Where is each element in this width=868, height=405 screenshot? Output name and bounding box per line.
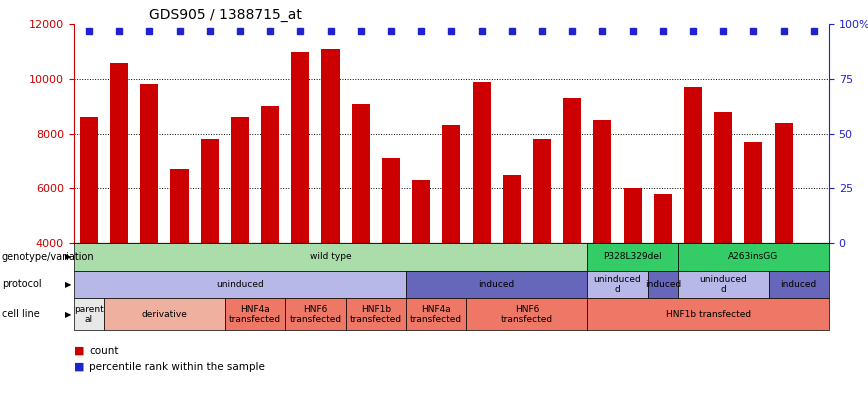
Bar <box>678 243 829 271</box>
Text: derivative: derivative <box>141 310 187 319</box>
Bar <box>321 49 339 352</box>
Bar <box>345 298 406 330</box>
Text: induced: induced <box>478 280 515 289</box>
Bar <box>261 106 279 352</box>
Bar <box>563 98 582 352</box>
Bar <box>201 139 219 352</box>
Text: GDS905 / 1388715_at: GDS905 / 1388715_at <box>149 8 302 22</box>
Bar <box>745 142 762 352</box>
Text: induced: induced <box>780 280 817 289</box>
Text: uninduced
d: uninduced d <box>700 275 747 294</box>
Bar <box>714 112 733 352</box>
Bar <box>503 175 521 352</box>
Bar <box>648 271 678 298</box>
Bar <box>382 158 400 352</box>
Bar <box>406 298 466 330</box>
Bar <box>104 298 225 330</box>
Text: induced: induced <box>645 280 681 289</box>
Text: A263insGG: A263insGG <box>728 252 779 261</box>
Bar <box>588 243 678 271</box>
Text: genotype/variation: genotype/variation <box>2 252 95 262</box>
Text: cell line: cell line <box>2 309 39 319</box>
Text: ▶: ▶ <box>65 252 71 261</box>
Bar <box>588 298 829 330</box>
Text: HNF1b transfected: HNF1b transfected <box>666 310 751 319</box>
Bar <box>74 271 406 298</box>
Text: ■: ■ <box>74 346 84 356</box>
Bar <box>654 194 672 352</box>
Bar <box>74 298 104 330</box>
Text: percentile rank within the sample: percentile rank within the sample <box>89 362 266 372</box>
Bar <box>768 271 829 298</box>
Bar <box>110 62 128 352</box>
Bar <box>80 117 98 352</box>
Bar <box>684 87 702 352</box>
Text: HNF1b
transfected: HNF1b transfected <box>350 305 402 324</box>
Bar <box>466 298 588 330</box>
Text: count: count <box>89 346 119 356</box>
Bar <box>406 271 588 298</box>
Bar <box>170 169 188 352</box>
Text: parent
al: parent al <box>74 305 104 324</box>
Bar <box>292 51 309 352</box>
Bar <box>141 84 158 352</box>
Bar <box>588 271 648 298</box>
Bar <box>443 126 460 352</box>
Text: HNF4a
transfected: HNF4a transfected <box>229 305 281 324</box>
Text: HNF6
transfected: HNF6 transfected <box>289 305 341 324</box>
Text: ▶: ▶ <box>65 280 71 289</box>
Bar <box>352 104 370 352</box>
Bar <box>594 120 611 352</box>
Bar <box>678 271 768 298</box>
Text: ■: ■ <box>74 362 84 372</box>
Bar <box>225 298 286 330</box>
Bar <box>412 180 431 352</box>
Bar <box>472 82 490 352</box>
Text: P328L329del: P328L329del <box>603 252 662 261</box>
Text: uninduced
d: uninduced d <box>594 275 641 294</box>
Bar <box>623 188 641 352</box>
Text: HNF6
transfected: HNF6 transfected <box>501 305 553 324</box>
Text: protocol: protocol <box>2 279 42 289</box>
Bar <box>774 123 792 352</box>
Bar <box>74 243 588 271</box>
Text: ▶: ▶ <box>65 310 71 319</box>
Bar <box>286 298 345 330</box>
Text: wild type: wild type <box>310 252 352 261</box>
Bar <box>231 117 249 352</box>
Text: HNF4a
transfected: HNF4a transfected <box>411 305 463 324</box>
Text: uninduced: uninduced <box>216 280 264 289</box>
Bar <box>533 139 551 352</box>
